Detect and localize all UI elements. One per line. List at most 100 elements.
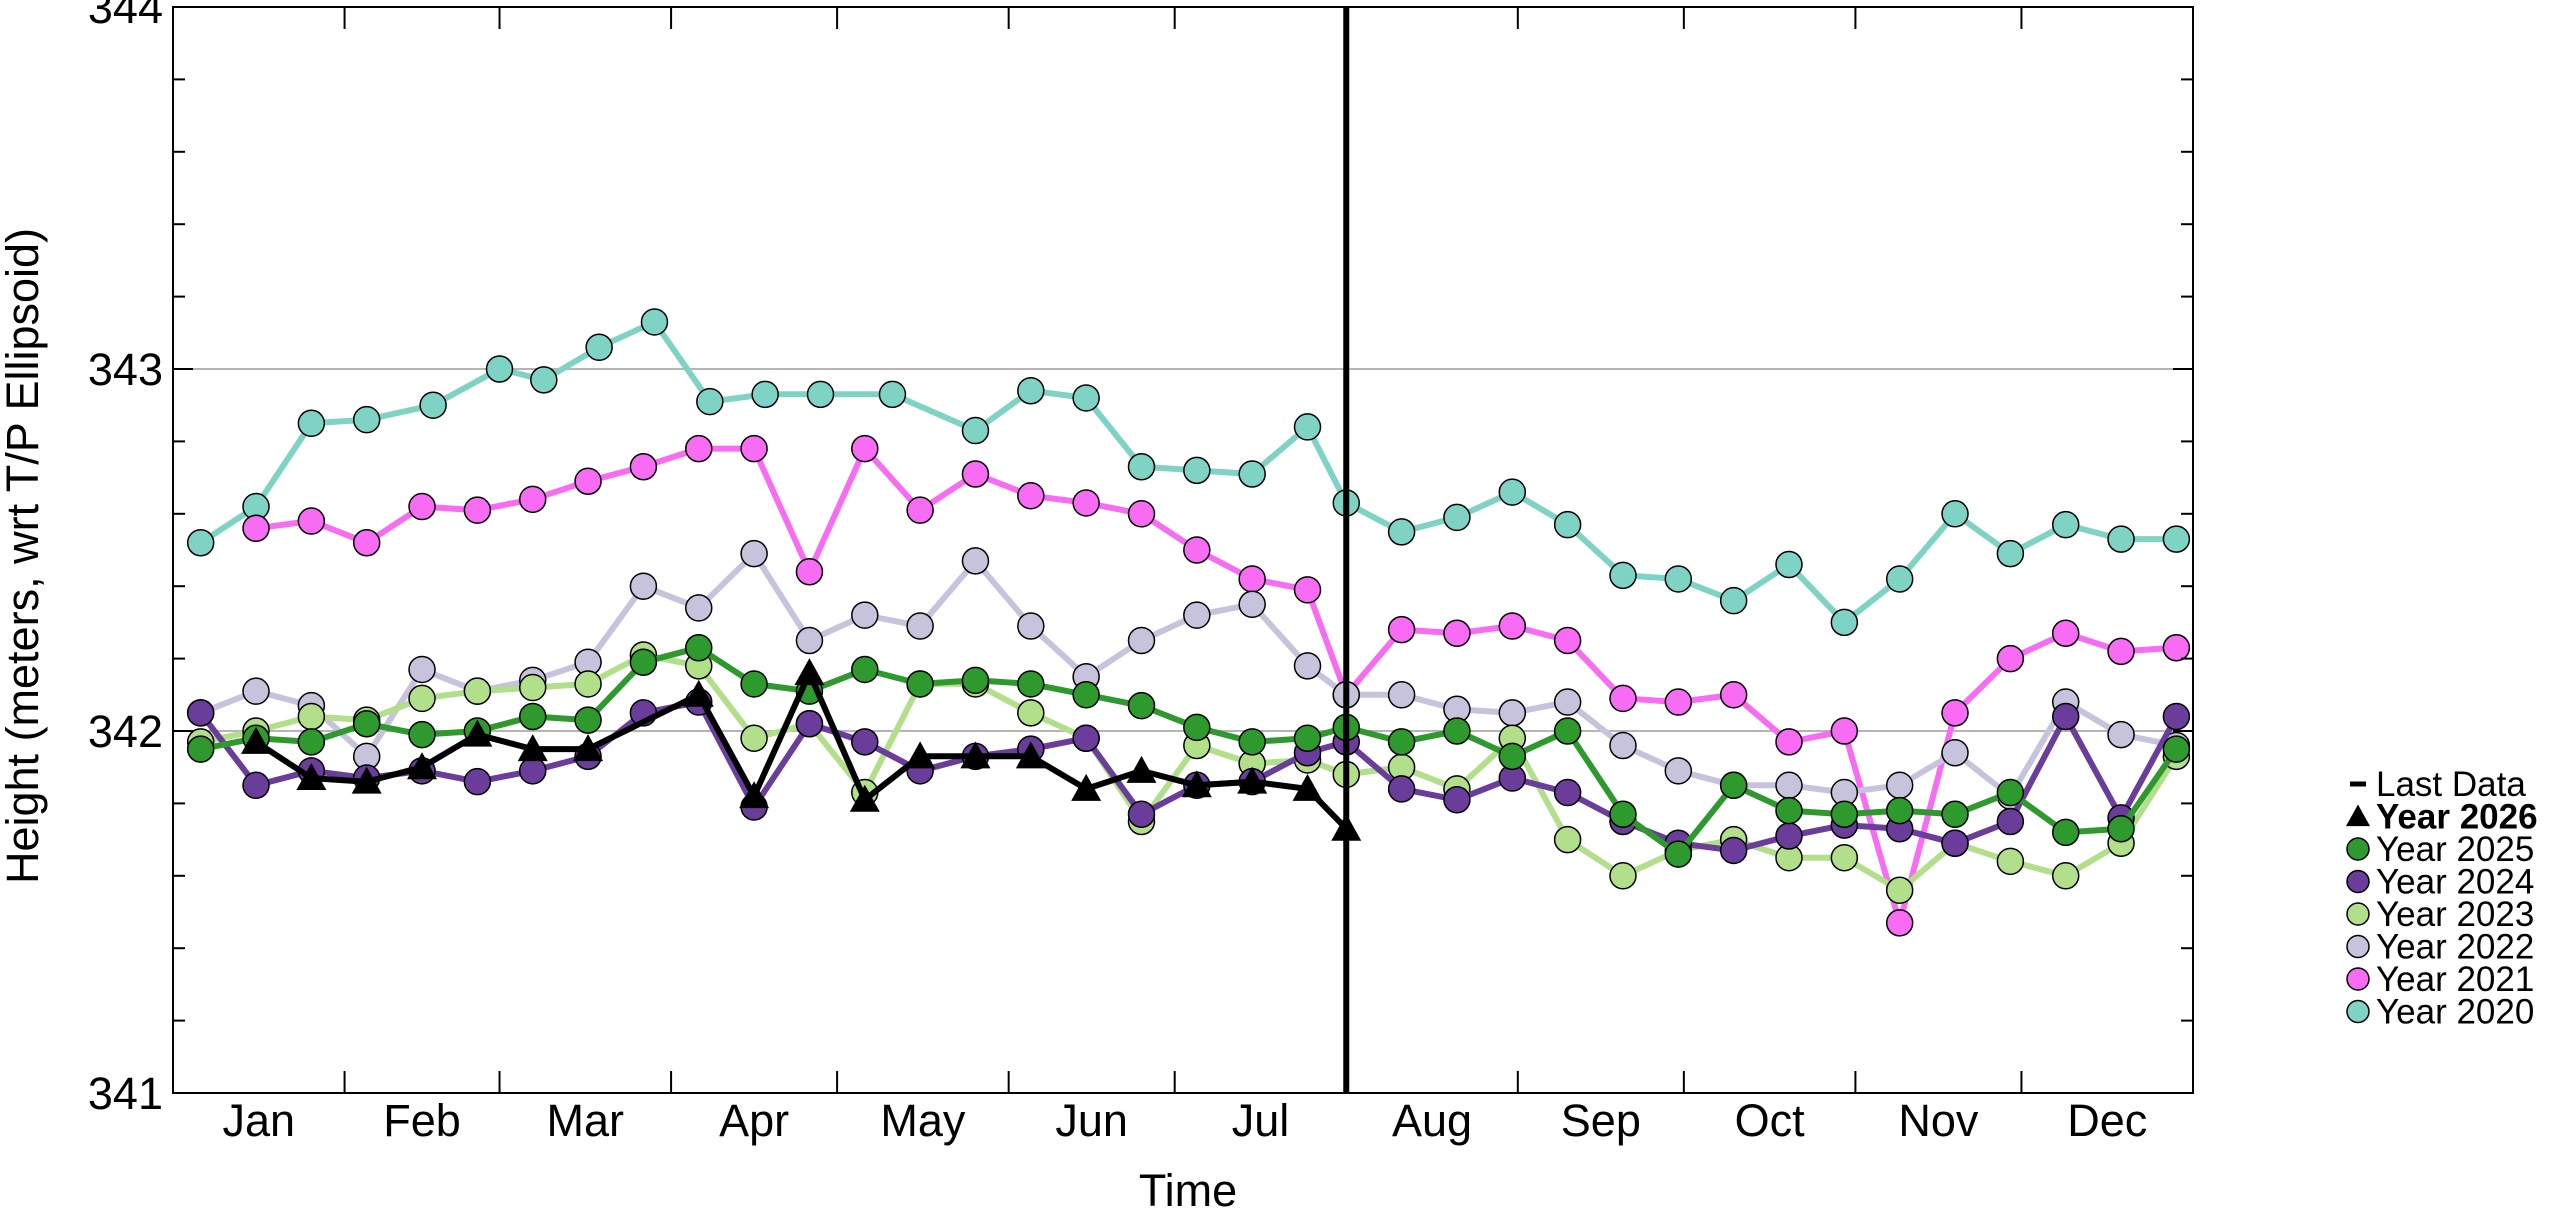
data-point xyxy=(2051,702,2080,731)
legend-item: Year 2025 xyxy=(2346,830,2534,869)
data-point xyxy=(518,702,547,731)
data-point xyxy=(961,460,990,488)
data-point xyxy=(1885,909,1914,937)
data-point xyxy=(740,670,768,698)
y-tick-label: 341 xyxy=(88,1068,163,1119)
data-point xyxy=(1072,384,1100,412)
data-point xyxy=(2162,735,2191,763)
data-point xyxy=(530,366,558,394)
x-tick-label: Jul xyxy=(1232,1095,1290,1146)
x-axis-title: Time xyxy=(1139,1165,1237,1213)
data-point xyxy=(696,387,724,416)
legend-label: Year 2023 xyxy=(2376,895,2534,934)
data-point xyxy=(849,784,880,812)
data-point xyxy=(1941,738,1969,767)
data-point xyxy=(1609,731,1637,760)
data-point xyxy=(1719,681,1748,709)
legend-swatch xyxy=(2346,999,2370,1024)
data-point xyxy=(739,781,770,809)
data-point xyxy=(1941,800,1969,829)
data-point xyxy=(1553,688,1582,716)
data-point xyxy=(297,702,326,731)
x-tick-label: Jan xyxy=(222,1095,295,1146)
data-point xyxy=(740,539,768,568)
data-point xyxy=(1996,807,2025,836)
data-point xyxy=(1183,536,1211,564)
data-point xyxy=(1830,608,1859,637)
data-point xyxy=(1238,460,1266,488)
data-point xyxy=(740,724,768,752)
data-point xyxy=(1775,728,1803,756)
data-point xyxy=(351,766,382,794)
data-point xyxy=(1830,717,1859,745)
data-point xyxy=(186,735,215,763)
data-point xyxy=(585,333,613,362)
data-point xyxy=(1775,550,1803,579)
data-point xyxy=(906,612,934,640)
legend-swatch xyxy=(2346,967,2370,991)
x-tick-label: Oct xyxy=(1735,1095,1806,1146)
x-tick-label: Feb xyxy=(383,1095,461,1146)
data-point xyxy=(1072,724,1100,752)
data-point xyxy=(1830,800,1859,829)
data-point xyxy=(1609,684,1637,713)
data-point xyxy=(1885,565,1914,593)
x-tick-label: Jun xyxy=(1055,1095,1128,1146)
data-point xyxy=(961,547,990,575)
data-point xyxy=(1996,847,2025,876)
x-tick-labels: Jan Feb Mar Apr May Jun Jul Aug Sep Oct Nov Dec xyxy=(222,1095,2147,1146)
data-point xyxy=(1238,565,1266,593)
data-point xyxy=(2107,525,2135,553)
x-tick-label: Dec xyxy=(2067,1095,2147,1146)
data-point xyxy=(1237,766,1268,794)
x-tick-label: Nov xyxy=(1898,1095,1979,1146)
data-point xyxy=(2162,633,2191,662)
data-point xyxy=(795,557,824,586)
series-year-2021 xyxy=(242,434,2191,937)
data-point xyxy=(878,380,907,409)
data-point xyxy=(629,648,658,676)
data-point xyxy=(1996,644,2025,673)
x-tick-label: Apr xyxy=(719,1095,789,1146)
data-point xyxy=(518,757,547,785)
data-point xyxy=(297,409,326,438)
data-point xyxy=(795,710,824,738)
data-point xyxy=(463,496,492,524)
data-point xyxy=(751,380,779,409)
data-point xyxy=(685,434,713,463)
data-point xyxy=(2107,720,2135,749)
data-point xyxy=(1017,376,1045,405)
data-point xyxy=(1553,778,1582,807)
data-point xyxy=(1015,741,1046,769)
data-point xyxy=(574,670,602,698)
data-point xyxy=(1664,757,1693,785)
data-point xyxy=(1127,800,1156,829)
data-point xyxy=(574,467,602,495)
series-lines xyxy=(186,308,2191,937)
data-point xyxy=(640,308,669,336)
data-point xyxy=(1775,771,1803,800)
legend-label: Last Data xyxy=(2376,765,2526,804)
legend-label: Year 2020 xyxy=(2376,993,2534,1032)
data-point xyxy=(1293,652,1322,680)
data-point xyxy=(1017,612,1045,640)
data-point xyxy=(1498,612,1527,640)
data-point xyxy=(683,679,714,707)
data-point xyxy=(518,485,547,514)
data-point xyxy=(1664,688,1693,716)
data-point xyxy=(1017,670,1045,698)
y-tick-label: 342 xyxy=(88,706,163,757)
x-tick-label: Aug xyxy=(1392,1095,1472,1146)
data-point xyxy=(1443,717,1471,745)
data-point xyxy=(1292,773,1323,801)
data-point xyxy=(685,633,713,662)
data-point xyxy=(740,434,768,463)
data-point xyxy=(1127,626,1156,655)
data-point xyxy=(1553,626,1582,655)
data-point xyxy=(1017,699,1045,727)
legend-label: Year 2022 xyxy=(2376,928,2534,967)
data-point xyxy=(1941,500,1969,528)
series-line-year-2026 xyxy=(254,670,1349,831)
